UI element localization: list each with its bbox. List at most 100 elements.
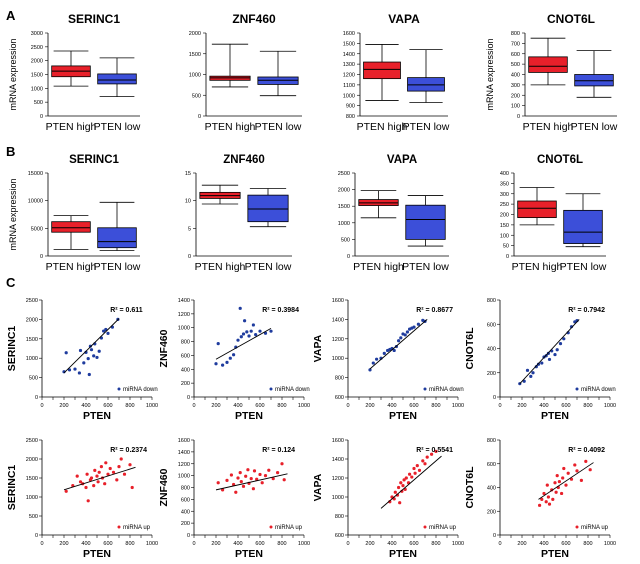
y-tick-label: 1600 bbox=[332, 298, 344, 304]
data-point bbox=[267, 468, 271, 472]
r-squared-label: R² = 0.3984 bbox=[262, 307, 299, 314]
chart-title: ZNF460 bbox=[232, 12, 276, 26]
x-tick-label: 400 bbox=[233, 541, 242, 547]
legend-label: miRNA down bbox=[123, 387, 158, 393]
data-point bbox=[423, 462, 427, 466]
y-tick-label: 1000 bbox=[26, 356, 38, 362]
y-tick-label: 700 bbox=[511, 41, 520, 47]
y-tick-label: 0 bbox=[493, 395, 496, 401]
points bbox=[368, 318, 427, 372]
x-tick-label: 1000 bbox=[298, 541, 310, 547]
data-point bbox=[249, 329, 253, 333]
data-point bbox=[92, 354, 96, 358]
y-tick-label: 400 bbox=[181, 509, 190, 515]
data-point bbox=[417, 468, 422, 472]
data-point bbox=[545, 483, 549, 487]
data-point bbox=[430, 452, 434, 456]
data-point bbox=[269, 329, 273, 333]
data-point bbox=[106, 472, 110, 476]
y-tick-label: 1200 bbox=[343, 73, 355, 79]
box-1 bbox=[405, 195, 446, 247]
y-tick-label: 1000 bbox=[178, 474, 190, 480]
y-tick-label: 2000 bbox=[26, 317, 38, 323]
scatter-chart-0: 0 500 1000 1500 2000 2500 0 200 400 600 800 1000 PTE… bbox=[6, 298, 158, 422]
category-label: PTEN low bbox=[402, 261, 449, 273]
y-tick-label: 1500 bbox=[31, 73, 43, 79]
x-tick-label: 1000 bbox=[452, 403, 464, 409]
y-tick-label: 1500 bbox=[338, 204, 350, 210]
scatter-chart-6: 600 800 1000 1200 1400 1600 0 200 400 600 800 1000 P… bbox=[312, 438, 464, 560]
y-tick-label: 1000 bbox=[31, 86, 43, 92]
data-point bbox=[97, 349, 101, 353]
y-tick-label: 1100 bbox=[343, 83, 355, 89]
chart-title: VAPA bbox=[387, 154, 417, 166]
category-label: PTEN low bbox=[560, 261, 607, 273]
data-point bbox=[393, 490, 397, 494]
y-tick-label: 1500 bbox=[26, 476, 38, 482]
data-point bbox=[415, 464, 419, 468]
y-axis-label: ZNF460 bbox=[158, 329, 170, 367]
box-chart-1: ZNF460 0 500 1000 1500 2000 PTEN high PTEN low bbox=[189, 12, 302, 133]
data-point bbox=[263, 331, 268, 335]
y-tick-label: 1200 bbox=[178, 462, 190, 468]
trend-line bbox=[380, 455, 442, 509]
data-point bbox=[403, 333, 407, 337]
chart-title: SERINC1 bbox=[69, 154, 119, 166]
y-tick-label: 15000 bbox=[28, 171, 43, 177]
data-point bbox=[238, 306, 242, 310]
x-tick-label: 200 bbox=[365, 541, 374, 547]
data-point bbox=[534, 365, 538, 369]
data-point bbox=[244, 474, 248, 478]
scatter-chart-1: 0 200 400 600 800 1000 1200 1400 0 200 400 600 800 10… bbox=[158, 298, 310, 422]
x-tick-label: 400 bbox=[387, 403, 396, 409]
data-point bbox=[87, 372, 91, 377]
scatter-chart-3: 0 200 400 600 800 0 200 400 600 800 1000 PTEN CNOT6L… bbox=[464, 298, 616, 422]
data-point bbox=[280, 462, 284, 466]
x-tick-label: 400 bbox=[539, 403, 548, 409]
y-tick-label: 800 bbox=[335, 376, 344, 382]
scatter-chart-7: 0 200 400 600 800 0 200 400 600 800 1000 PTEN CNOT6L… bbox=[464, 438, 616, 560]
y-tick-label: 2000 bbox=[31, 59, 43, 65]
y-tick-label: 1000 bbox=[178, 326, 190, 332]
data-point bbox=[86, 356, 90, 361]
x-axis-label: PTEN bbox=[83, 410, 111, 422]
scatter-chart-4: 0 500 1000 1500 2000 2500 0 200 400 600 800 1000 PTE… bbox=[6, 438, 158, 560]
r-squared-label: R² = 0.611 bbox=[110, 307, 143, 314]
category-label: PTEN low bbox=[245, 261, 292, 273]
y-tick-label: 0 bbox=[198, 114, 201, 120]
category-label: PTEN low bbox=[403, 121, 450, 133]
data-point bbox=[96, 480, 100, 484]
y-tick-label: 1500 bbox=[26, 337, 38, 343]
box-1 bbox=[97, 57, 137, 98]
legend-marker bbox=[575, 525, 579, 529]
y-tick-label: 500 bbox=[34, 100, 43, 106]
x-tick-label: 0 bbox=[40, 403, 43, 409]
data-point bbox=[522, 379, 526, 383]
y-tick-label: 1500 bbox=[189, 52, 201, 58]
data-point bbox=[271, 476, 275, 481]
chart-title: CNOT6L bbox=[547, 12, 595, 26]
data-point bbox=[236, 476, 240, 480]
data-point bbox=[86, 499, 90, 503]
x-tick-label: 800 bbox=[431, 541, 440, 547]
y-axis-label: SERINC1 bbox=[6, 465, 18, 511]
box-chart-4: SERINC1 mRNA expression 0 5000 10000 15000 PTE… bbox=[8, 154, 141, 273]
box-iqr bbox=[563, 209, 603, 244]
x-tick-label: 600 bbox=[409, 403, 418, 409]
box-iqr bbox=[528, 56, 568, 73]
y-tick-label: 200 bbox=[500, 213, 509, 219]
data-point bbox=[540, 361, 544, 365]
data-point bbox=[579, 478, 584, 482]
category-label: PTEN low bbox=[94, 261, 141, 273]
r-squared-label: R² = 0.8677 bbox=[416, 307, 453, 314]
data-point bbox=[408, 472, 412, 476]
data-point bbox=[103, 482, 107, 486]
data-point bbox=[245, 330, 249, 334]
y-tick-label: 1000 bbox=[338, 221, 350, 227]
data-point bbox=[575, 469, 579, 473]
data-point bbox=[78, 348, 83, 353]
data-point bbox=[228, 356, 232, 360]
trend-line bbox=[538, 462, 594, 500]
data-point bbox=[555, 348, 559, 352]
